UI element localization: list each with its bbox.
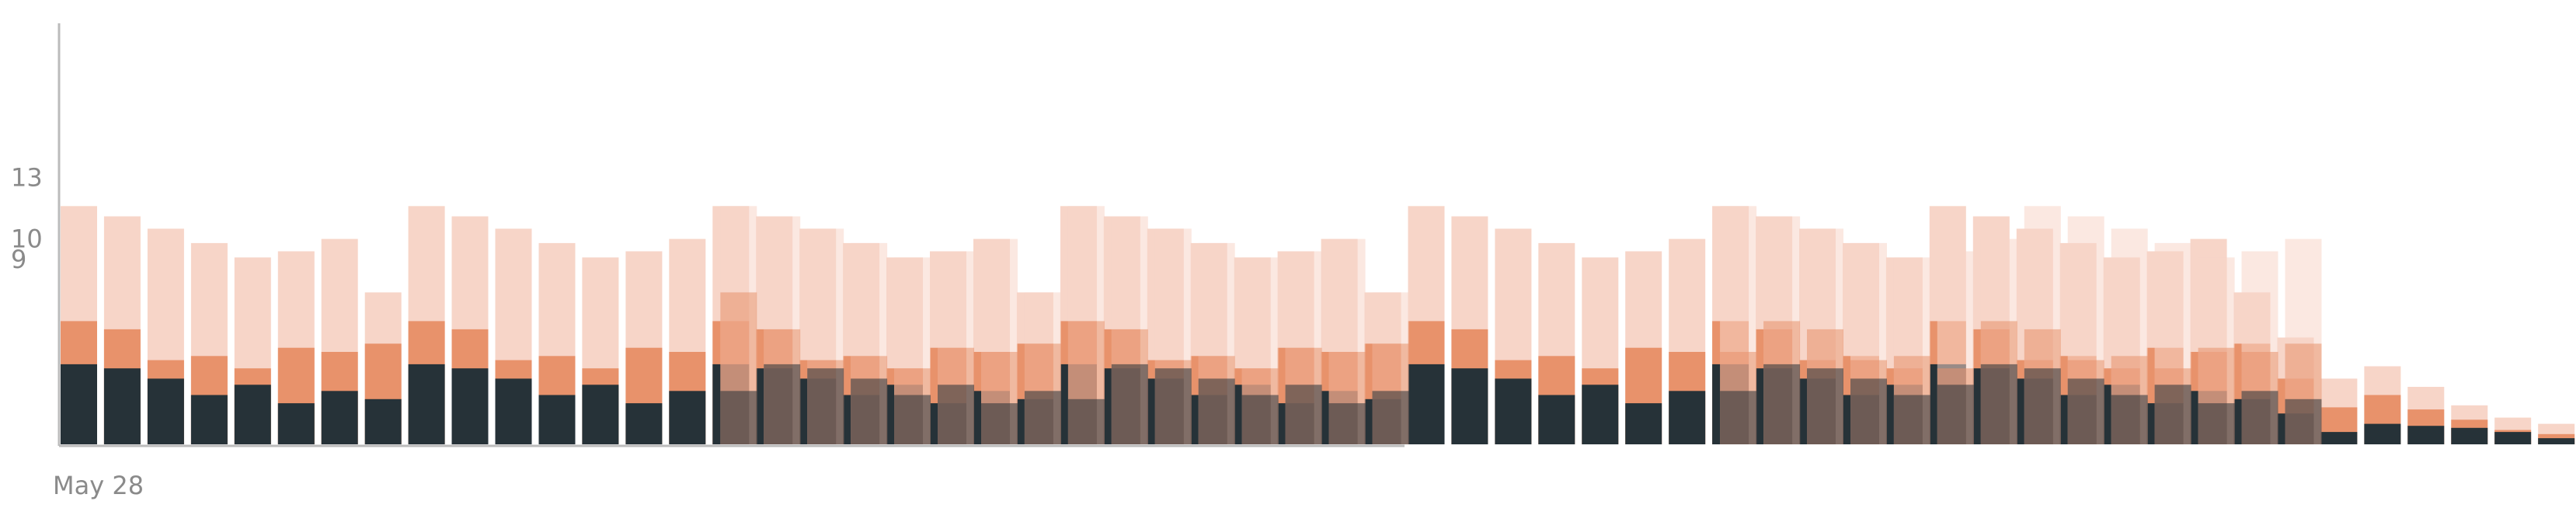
bar-dark-overlay <box>981 403 1018 444</box>
bar-dark-overlay <box>1067 398 1105 444</box>
bar-dark <box>1669 391 1706 444</box>
bar-dark-overlay <box>1980 364 2017 444</box>
bar-dark <box>1625 403 1662 444</box>
bar-dark-overlay <box>1024 391 1061 444</box>
bars-overlay-layer <box>720 206 2322 444</box>
bar-dark-overlay <box>1372 391 1409 444</box>
bar-dark-overlay <box>2154 385 2191 444</box>
bar-dark <box>321 391 358 444</box>
bar-dark-overlay <box>1937 385 1974 444</box>
bar-dark <box>2494 432 2532 444</box>
bar-dark-overlay <box>938 385 974 444</box>
bar-dark <box>582 385 619 444</box>
bar-dark <box>625 403 663 444</box>
y-axis-tick-label: 9 <box>11 245 26 274</box>
x-axis-tick-label: May 28 <box>53 471 144 500</box>
bar-dark-overlay <box>1893 395 1930 444</box>
bar-dark-overlay <box>851 378 888 444</box>
bar-dark-overlay <box>2111 395 2148 444</box>
bar-dark-overlay <box>1285 385 1322 444</box>
bar-dark <box>2320 432 2358 444</box>
bar-dark <box>190 395 228 444</box>
bar-dark <box>669 391 706 444</box>
bar-dark-overlay <box>2067 378 2104 444</box>
bar-dark-overlay <box>1850 378 1887 444</box>
bar-dark <box>234 385 271 444</box>
bar-dark <box>1495 378 1532 444</box>
bar-dark-overlay <box>2024 368 2061 444</box>
y-axis-tick-label: 10 <box>11 224 43 254</box>
bar-dark-overlay <box>1154 368 1192 444</box>
bar-dark-overlay <box>2241 391 2278 444</box>
bar-dark-overlay <box>1720 391 1757 444</box>
bar-dark <box>451 368 489 444</box>
bar-dark-overlay <box>2198 403 2235 444</box>
bar-dark-overlay <box>1763 364 1801 444</box>
bar-dark <box>147 378 184 444</box>
bar-dark <box>538 395 576 444</box>
bar-dark <box>61 364 97 444</box>
bar-dark <box>2538 438 2575 444</box>
bar-dark-overlay <box>1111 364 1148 444</box>
bar-dark-overlay <box>720 391 757 444</box>
bar-dark-overlay <box>1198 378 1235 444</box>
bar-dark <box>408 364 445 444</box>
y-axis-tick-label: 13 <box>11 162 43 192</box>
y-axis-tick-labels: 910 13 <box>11 162 43 274</box>
bar-dark <box>103 368 141 444</box>
bar-dark-overlay <box>894 395 931 444</box>
bar-dark <box>1451 368 1488 444</box>
bar-dark <box>364 398 402 444</box>
bar-dark <box>1538 395 1575 444</box>
bar-dark-overlay <box>807 368 844 444</box>
bar-dark <box>2364 423 2401 444</box>
bar-dark-overlay <box>1807 368 1843 444</box>
bar-dark <box>277 403 315 444</box>
bar-dark-overlay <box>1241 395 1279 444</box>
bar-dark-overlay <box>764 364 801 444</box>
bar-dark <box>1408 364 1445 444</box>
bar-dark <box>2451 427 2488 444</box>
bar-dark <box>1582 385 1619 444</box>
bar-dark <box>495 378 532 444</box>
bar-dark-overlay <box>2285 398 2322 444</box>
bar-dark <box>2407 426 2445 444</box>
bar-dark-overlay <box>1328 403 1366 444</box>
